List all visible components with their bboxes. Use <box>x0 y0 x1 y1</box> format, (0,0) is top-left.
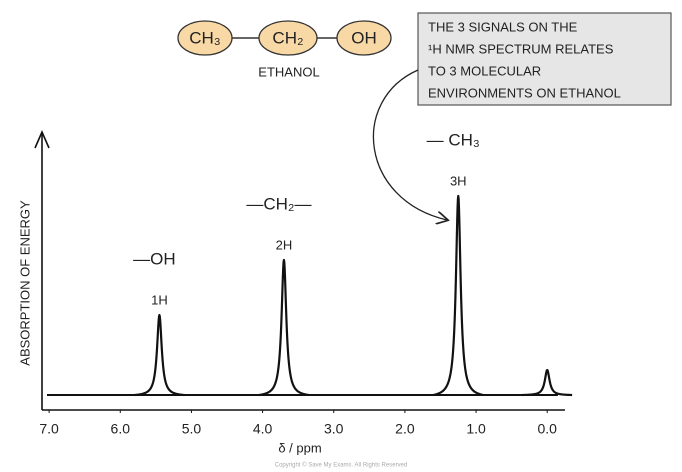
y-axis-label: ABSORPTION OF ENERGY <box>17 200 32 366</box>
note-line: ¹H NMR SPECTRUM RELATES <box>428 41 614 56</box>
x-tick-label: 6.0 <box>111 421 131 437</box>
x-tick-label: 1.0 <box>466 421 486 437</box>
peak-group: —CH₂— <box>246 194 311 213</box>
y-axis-arrow <box>34 130 50 149</box>
x-tick-label: 2.0 <box>395 421 415 437</box>
note: THE 3 SIGNALS ON THE ¹H NMR SPECTRUM REL… <box>417 12 672 106</box>
x-tick-label: 7.0 <box>39 421 59 437</box>
peak <box>432 194 484 397</box>
group-label: CH₂ <box>272 28 303 47</box>
x-axis-label: δ / ppm <box>278 440 321 455</box>
x-tick-label: 0.0 <box>537 421 557 437</box>
group-oval <box>336 20 392 56</box>
group-label: CH₃ <box>189 28 220 47</box>
peak <box>521 368 573 397</box>
x-tick-label: 4.0 <box>253 421 273 437</box>
peak-label: 3H <box>450 173 467 188</box>
peak-group: —OH <box>133 249 176 268</box>
peak <box>258 258 310 397</box>
note-line: ENVIRONMENTS ON ETHANOL <box>428 85 621 100</box>
group-oval <box>177 20 233 56</box>
peak-group: — CH₃ <box>427 130 480 149</box>
x-tick-label: 3.0 <box>324 421 344 437</box>
molecule-name: ETHANOL <box>258 64 319 79</box>
pointer-arrow <box>372 69 447 220</box>
x-tick-label: 5.0 <box>182 421 202 437</box>
note-line: THE 3 SIGNALS ON THE <box>428 19 578 34</box>
peak <box>133 313 186 397</box>
peak-label: 2H <box>276 237 293 252</box>
molecule: CH₃ CH₂ OH ETHANOL <box>177 20 392 79</box>
copyright: Copyright © Save My Exams. All Rights Re… <box>275 462 407 469</box>
group-label: OH <box>351 28 377 47</box>
note-box <box>417 12 672 106</box>
plot: 7.0 6.0 5.0 4.0 3.0 2.0 1.0 0.0 1H —OH 2H —CH₂— 3H — … <box>39 130 573 437</box>
note-line: TO 3 MOLECULAR <box>428 63 541 78</box>
peak-label: 1H <box>151 292 168 307</box>
group-oval <box>258 20 318 56</box>
